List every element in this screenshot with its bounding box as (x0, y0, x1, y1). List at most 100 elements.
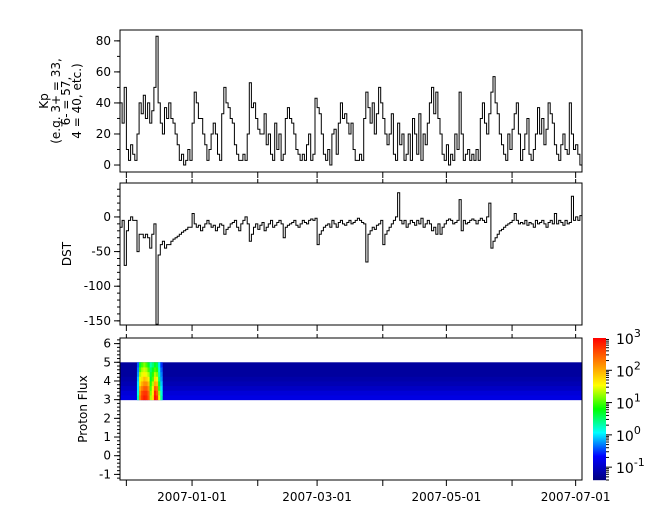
colorbar-strip (593, 430, 606, 432)
colorbar-strip (593, 447, 606, 449)
colorbar-strip (593, 345, 606, 347)
proton-flux-panel: -1 0 1 2 3 4 5 6 Proton Flux 2007-01-01 2007-03-01… (76, 334, 611, 504)
colorbar: 103 102 101 100 10-1 (593, 327, 645, 481)
flux-cell (145, 385, 148, 391)
flux-cell (141, 394, 144, 401)
flux-cell (153, 362, 157, 368)
flux-cell (158, 371, 161, 377)
colorbar-strip (593, 392, 606, 394)
colorbar-strip (593, 427, 606, 429)
flux-cell (147, 394, 150, 401)
colorbar-strip (593, 359, 606, 361)
colorbar-strip (593, 363, 606, 365)
flux-cell (147, 362, 150, 368)
colorbar-strip (593, 401, 606, 403)
flux-cell (153, 385, 157, 391)
flux-cell (158, 376, 161, 382)
colorbar-tick-label: 10-1 (616, 456, 645, 477)
colorbar-strip (593, 380, 606, 382)
colorbar-strip (593, 457, 606, 459)
flux-cell (136, 390, 140, 396)
flux-cell (139, 362, 142, 368)
colorbar-strip (593, 422, 606, 424)
y-tick-label: 2 (103, 411, 111, 425)
colorbar-strip (593, 477, 606, 479)
y-tick-label: -150 (84, 314, 111, 328)
colorbar-strip (593, 393, 606, 395)
y-axis-label-line: 4 = 40, etc.) (70, 63, 84, 138)
y-tick-label: 0 (103, 158, 111, 172)
colorbar-strip (593, 437, 606, 439)
flux-cell (145, 371, 148, 377)
y-tick-label: -100 (84, 279, 111, 293)
colorbar-strip (593, 358, 606, 360)
colorbar-strip (593, 383, 606, 385)
flux-cell (151, 380, 155, 387)
colorbar-strip (593, 355, 606, 357)
colorbar-strip (593, 346, 606, 348)
flux-cell (156, 376, 159, 382)
colorbar-strip (593, 339, 606, 341)
y-tick-label: 4 (103, 374, 111, 388)
colorbar-strip (593, 409, 606, 411)
colorbar-strip (593, 370, 606, 372)
flux-cell (156, 385, 159, 391)
flux-background-cell (120, 362, 582, 368)
colorbar-strip (593, 476, 606, 478)
colorbar-strip (593, 455, 606, 457)
colorbar-strip (593, 373, 606, 375)
flux-cell (136, 385, 140, 391)
flux-cell (160, 376, 163, 382)
flux-cell (153, 366, 157, 373)
colorbar-strip (593, 349, 606, 351)
y-axis-label: Proton Flux (76, 375, 90, 442)
colorbar-strip (593, 404, 606, 406)
flux-cell (153, 390, 157, 396)
flux-cell (145, 380, 148, 387)
dst-panel: 0 -50 -100 -150 DST (60, 179, 583, 331)
flux-cell (139, 376, 142, 382)
colorbar-strip (593, 436, 606, 438)
flux-cell (136, 366, 140, 373)
colorbar-strip (593, 416, 606, 418)
colorbar-tick-label: 103 (616, 327, 641, 348)
colorbar-strip (593, 440, 606, 442)
colorbar-strip (593, 479, 606, 481)
flux-cell (149, 394, 153, 401)
flux-cell (149, 371, 153, 377)
flux-cell (151, 376, 155, 382)
colorbar-strip (593, 411, 606, 413)
flux-cell (149, 366, 153, 373)
flux-cell (160, 371, 163, 377)
colorbar-strip (593, 385, 606, 387)
colorbar-strip (593, 445, 606, 447)
colorbar-strip (593, 389, 606, 391)
flux-cell (160, 390, 163, 396)
y-tick-label: 60 (96, 65, 111, 79)
colorbar-strip (593, 341, 606, 343)
flux-cell (147, 371, 150, 377)
colorbar-strip (593, 475, 606, 477)
colorbar-strip (593, 361, 606, 363)
y-tick-label: 0 (103, 210, 111, 224)
colorbar-tick-label: 101 (616, 392, 641, 413)
colorbar-strip (593, 387, 606, 389)
flux-cell (141, 362, 144, 368)
flux-cell (153, 394, 157, 401)
colorbar-strip (593, 412, 606, 414)
y-tick-label: 5 (103, 355, 111, 369)
colorbar-strip (593, 418, 606, 420)
flux-cell (139, 394, 142, 401)
flux-cell (147, 390, 150, 396)
colorbar-strip (593, 379, 606, 381)
colorbar-strip (593, 444, 606, 446)
flux-cell (156, 380, 159, 387)
colorbar-strip (593, 471, 606, 473)
y-tick-label: 1 (103, 430, 111, 444)
colorbar-tick-label: 102 (616, 359, 641, 380)
colorbar-strip (593, 429, 606, 431)
colorbar-strip (593, 347, 606, 349)
colorbar-strip (593, 450, 606, 452)
flux-cell (160, 366, 163, 373)
